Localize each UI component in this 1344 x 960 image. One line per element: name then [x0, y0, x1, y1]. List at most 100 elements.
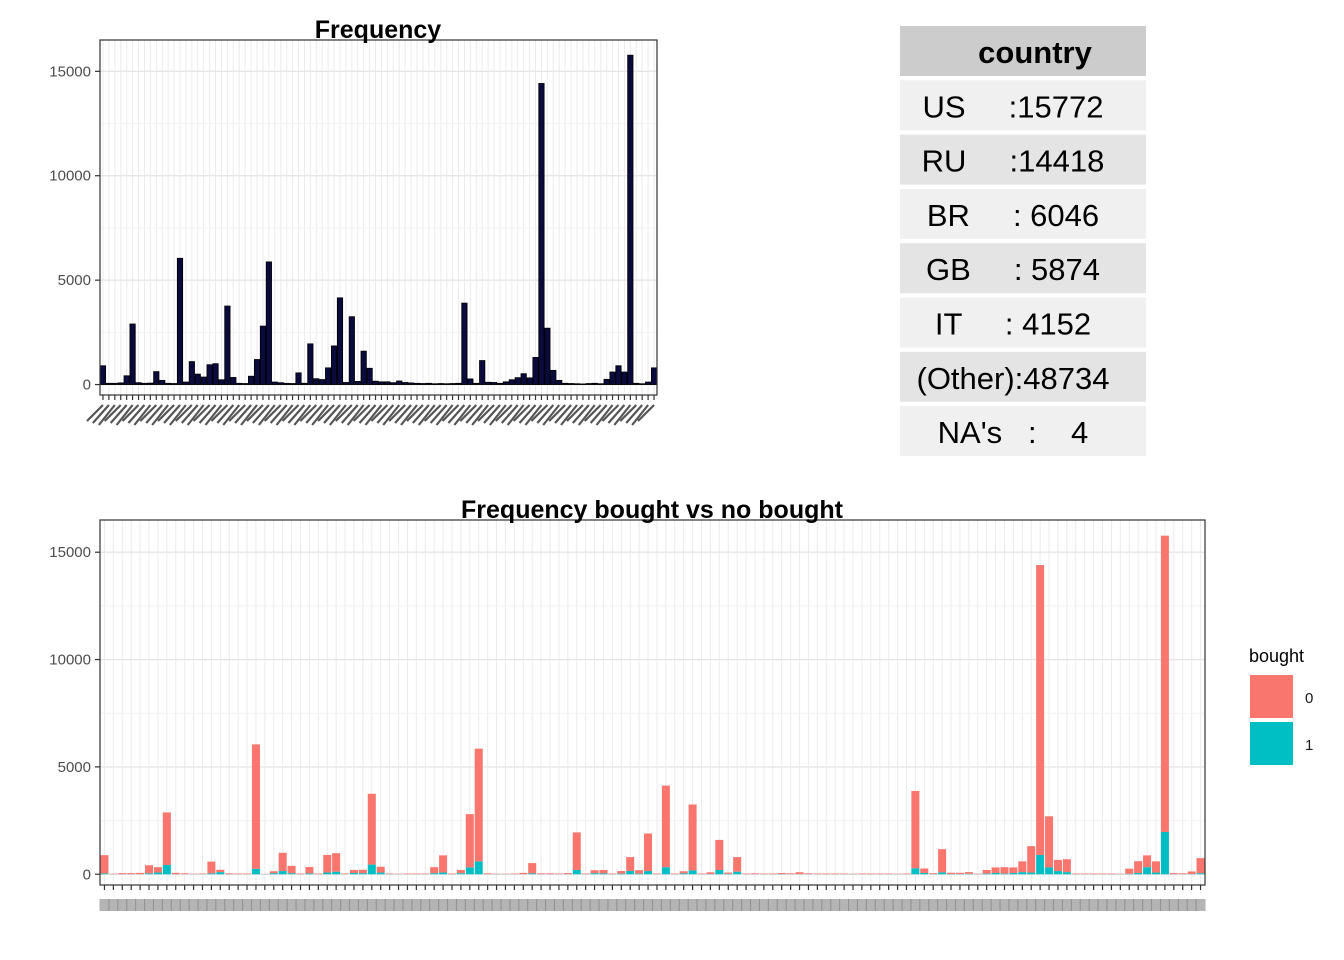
- x-tick-label-mark: [311, 404, 329, 426]
- bar-bought-1: [474, 861, 483, 875]
- bar-bought-0: [537, 873, 546, 875]
- bar-bought-0: [162, 812, 171, 866]
- x-tick-label-mark: [595, 404, 614, 426]
- x-tick-label-mark: [198, 404, 217, 424]
- bar-bought-1: [991, 872, 1000, 875]
- bar-bought-1: [688, 870, 697, 875]
- bar: [265, 261, 272, 385]
- y-tick-label: 5000: [58, 272, 91, 289]
- bar-bought-0: [474, 748, 483, 862]
- x-tick-label-mark: [848, 899, 859, 911]
- bar-bought-0: [599, 869, 608, 874]
- bar: [188, 361, 195, 385]
- x-tick-label-mark: [186, 404, 205, 426]
- bar-bought-1: [251, 868, 260, 875]
- bar-bought-0: [982, 869, 991, 874]
- bar: [496, 382, 504, 385]
- x-tick-label-mark: [1052, 899, 1063, 911]
- x-tick-label-mark: [473, 899, 484, 911]
- bar: [248, 375, 255, 385]
- bar: [212, 363, 219, 385]
- table-row: [900, 134, 1146, 185]
- x-tick-label-mark: [268, 899, 279, 911]
- bar-bought-0: [911, 790, 920, 869]
- x-tick-label-mark: [304, 899, 315, 911]
- bar-bought-0: [902, 873, 911, 875]
- x-tick-label-mark: [601, 404, 620, 422]
- bar-bought-1: [661, 867, 670, 875]
- bar-bought-0: [563, 873, 572, 875]
- bar-bought-0: [456, 869, 465, 874]
- x-tick-label-mark: [1159, 899, 1170, 911]
- bar-bought-0: [840, 873, 849, 875]
- x-tick-label-mark: [1079, 899, 1090, 911]
- x-tick-label-mark: [210, 404, 229, 422]
- bar: [645, 381, 652, 385]
- bar: [556, 379, 563, 385]
- bar: [111, 382, 118, 385]
- bar-bought-0: [216, 869, 225, 873]
- x-tick-label-mark: [651, 899, 662, 911]
- bar-bought-0: [1027, 846, 1036, 873]
- x-tick-label-mark: [364, 404, 383, 426]
- x-tick-label-mark: [86, 404, 104, 422]
- x-tick-label-mark: [417, 404, 436, 426]
- x-tick-label-mark: [1150, 899, 1161, 911]
- bar: [579, 383, 586, 385]
- bar: [520, 373, 527, 385]
- bar-bought-0: [1098, 873, 1107, 875]
- x-tick-label-mark: [946, 899, 957, 911]
- bar: [597, 383, 604, 385]
- x-tick-label-mark: [357, 899, 368, 911]
- bar: [455, 382, 462, 385]
- bar-bought-1: [572, 869, 581, 875]
- bar: [502, 381, 509, 385]
- bar: [402, 382, 409, 385]
- bar-bought-1: [1151, 872, 1160, 875]
- bar-bought-1: [679, 873, 688, 875]
- x-tick-label-mark: [222, 404, 241, 426]
- x-tick-label-mark: [115, 404, 134, 426]
- bought-chart-panel: [100, 520, 1205, 885]
- bar-bought-0: [706, 872, 715, 875]
- x-tick-label-mark: [678, 899, 689, 911]
- bar: [490, 382, 498, 385]
- bar-bought-0: [857, 873, 866, 875]
- x-tick-label-mark: [275, 404, 294, 426]
- x-tick-label-mark: [240, 404, 258, 426]
- x-tick-label-mark: [335, 404, 353, 422]
- legend-title: bought: [1249, 646, 1304, 666]
- bar: [200, 376, 207, 385]
- table-row: [900, 243, 1146, 294]
- bar-bought-0: [341, 873, 350, 875]
- bar-bought-0: [661, 785, 670, 868]
- bar-bought-0: [1009, 867, 1018, 873]
- bar-bought-0: [287, 865, 296, 874]
- x-tick-label-mark: [329, 404, 347, 426]
- bar-bought-0: [1071, 873, 1080, 875]
- x-tick-label-mark: [281, 404, 300, 422]
- bar-bought-0: [1187, 871, 1196, 875]
- x-tick-label-mark: [634, 899, 645, 911]
- x-tick-label-mark: [412, 404, 430, 424]
- bar-bought-0: [777, 872, 786, 875]
- x-tick-label-mark: [625, 899, 636, 911]
- bar-bought-0: [430, 867, 439, 874]
- bar-bought-0: [866, 873, 875, 875]
- bar: [437, 383, 444, 385]
- bar: [206, 364, 213, 385]
- x-tick-label-mark: [358, 404, 377, 424]
- bar: [307, 343, 314, 385]
- bar-bought-0: [376, 866, 385, 873]
- bar-bought-1: [100, 873, 109, 875]
- x-tick-label-mark: [420, 899, 431, 911]
- x-tick-label-mark: [340, 404, 359, 424]
- frequency-chart-bars: [99, 54, 658, 385]
- x-tick-label-mark: [566, 404, 584, 422]
- x-tick-label-mark: [1035, 899, 1046, 911]
- x-tick-label-mark: [524, 404, 543, 426]
- x-tick-label-mark: [892, 899, 903, 911]
- x-tick-label-mark: [580, 899, 591, 911]
- bar-bought-1: [920, 872, 929, 875]
